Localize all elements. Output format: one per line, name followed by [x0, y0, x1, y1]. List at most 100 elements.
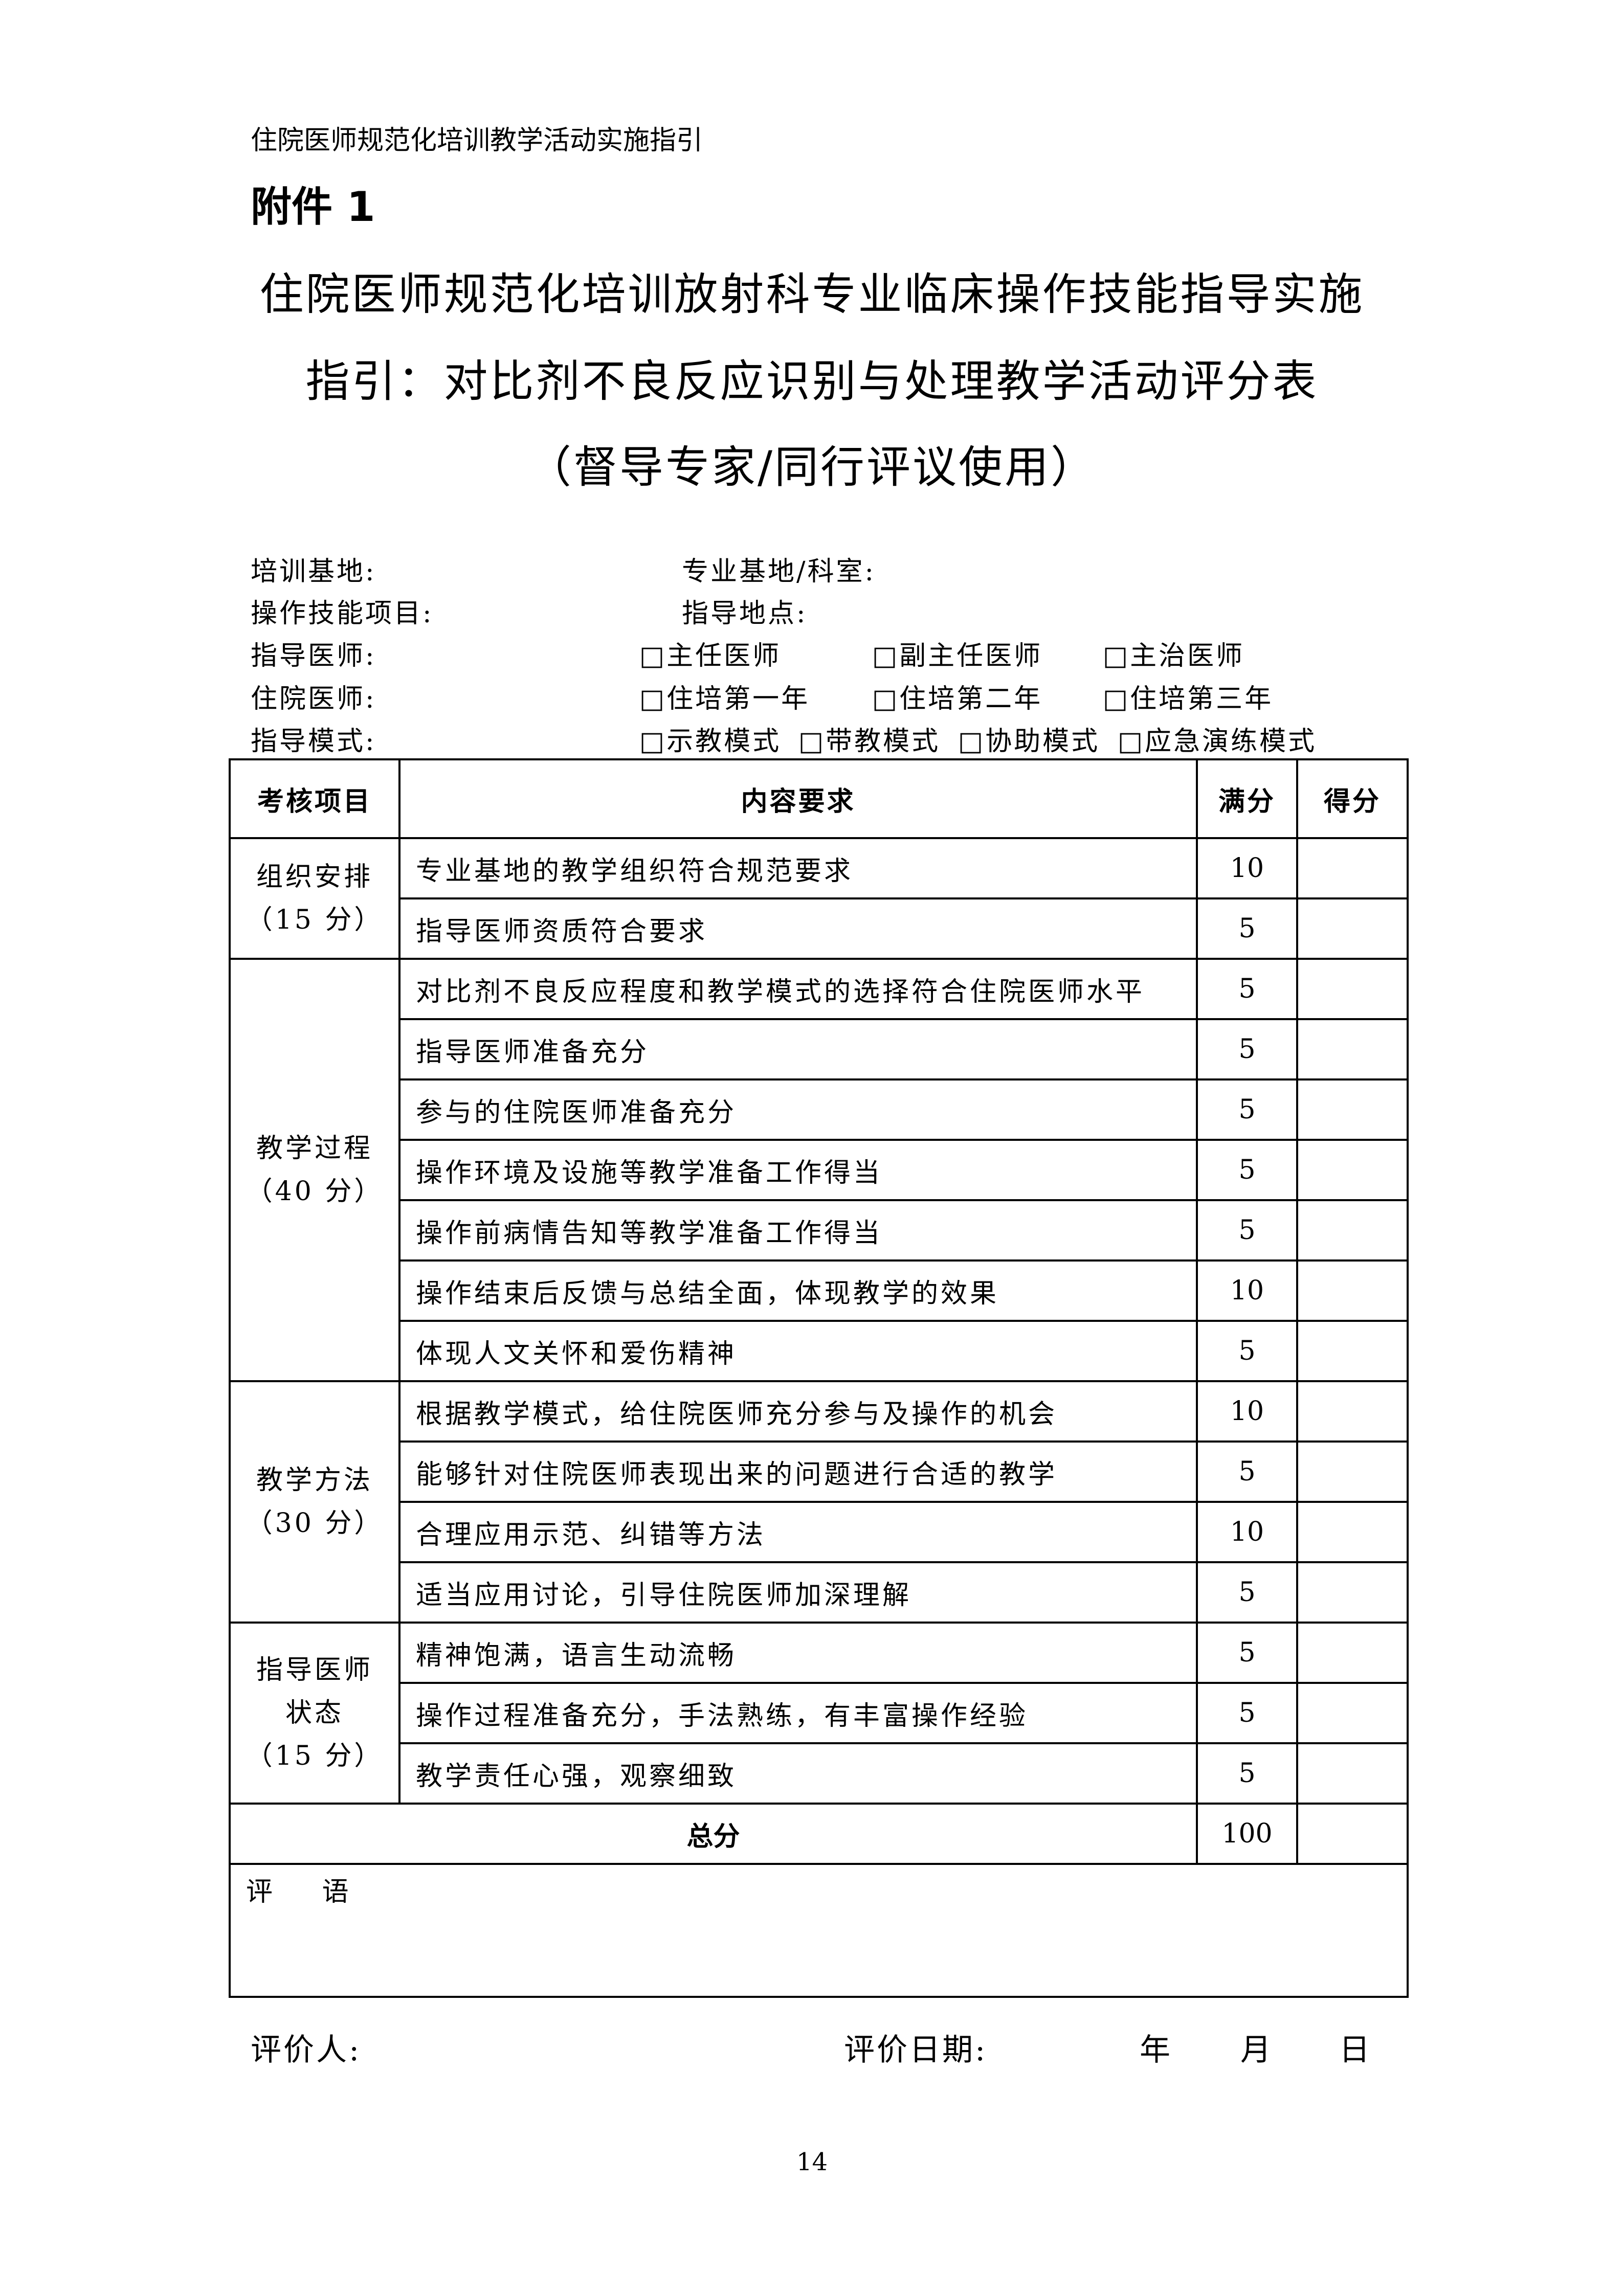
score-input-cell[interactable]: [1296, 1440, 1409, 1503]
checkbox-demo[interactable]: □示教模式: [639, 726, 782, 757]
month-label: 月: [1240, 2032, 1273, 2068]
requirement-cell: 操作过程准备充分，手法熟练，有丰富操作经验: [398, 1682, 1198, 1744]
table-row: 教学责任心强，观察细致 5: [230, 1742, 1409, 1805]
comment-field[interactable]: 评 语: [229, 1863, 1409, 1998]
requirement-cell: 对比剂不良反应程度和教学模式的选择符合住院医师水平: [398, 958, 1198, 1020]
checkbox-year1[interactable]: □住培第一年: [639, 684, 810, 714]
requirement-cell: 教学责任心强，观察细致: [398, 1742, 1198, 1805]
score-table: 考核项目 内容要求 满分 得分 组织安排 （15 分） 专业基地的教学组织符合规范要…: [229, 758, 1409, 1998]
score-input-cell[interactable]: [1296, 1259, 1409, 1322]
category-name: 教学过程: [256, 1133, 373, 1164]
table-row: 操作过程准备充分，手法熟练，有丰富操作经验 5: [230, 1682, 1409, 1744]
score-input-cell[interactable]: [1296, 1018, 1409, 1081]
score-input-cell[interactable]: [1296, 1561, 1409, 1624]
running-header: 住院医师规范化培训教学活动实施指引: [251, 125, 703, 156]
table-row: 指导医师资质符合要求 5: [230, 897, 1409, 960]
full-score-cell: 5: [1196, 1199, 1298, 1262]
category-cell: 教学过程 （40 分）: [229, 958, 401, 1382]
full-score-cell: 5: [1196, 1561, 1298, 1624]
mode-label: 指导模式:: [251, 726, 376, 757]
skill-label: 操作技能项目:: [251, 598, 434, 629]
category-cell: 指导医师 状态 （15 分）: [229, 1622, 401, 1805]
table-row: 能够针对住院医师表现出来的问题进行合适的教学 5: [230, 1440, 1409, 1503]
full-score-cell: 5: [1196, 1018, 1298, 1081]
full-score-cell: 5: [1196, 1742, 1298, 1805]
score-input-cell[interactable]: [1296, 1742, 1409, 1805]
category-points: （40 分）: [246, 1176, 384, 1207]
full-score-cell: 5: [1196, 958, 1298, 1020]
requirement-cell: 适当应用讨论，引导住院医师加深理解: [398, 1561, 1198, 1624]
score-input-cell[interactable]: [1296, 1622, 1409, 1684]
table-row: 合理应用示范、纠错等方法 10: [230, 1501, 1409, 1563]
day-label: 日: [1339, 2032, 1372, 2068]
category-cell: 教学方法 （30 分）: [229, 1380, 401, 1624]
requirement-cell: 合理应用示范、纠错等方法: [398, 1501, 1198, 1563]
full-score-cell: 5: [1196, 897, 1298, 960]
resident-label: 住院医师:: [251, 684, 376, 714]
checkbox-chief[interactable]: □主任医师: [639, 641, 782, 671]
score-input-cell[interactable]: [1296, 1380, 1409, 1443]
requirement-cell: 体现人文关怀和爱伤精神: [398, 1320, 1198, 1382]
table-row: 指导医师 状态 （15 分） 精神饱满，语言生动流畅 5: [229, 1622, 1409, 1805]
table-row: 教学过程 （40 分） 对比剂不良反应程度和教学模式的选择符合住院医师水平 5: [229, 958, 1409, 1382]
place-label: 指导地点:: [682, 598, 808, 629]
full-score-cell: 5: [1196, 1078, 1298, 1141]
header-score: 得分: [1296, 758, 1409, 839]
date-label: 评价日期:: [844, 2032, 988, 2068]
title-line-1: 住院医师规范化培训放射科专业临床操作技能指导实施: [259, 269, 1365, 320]
page-number: 14: [796, 2148, 828, 2176]
comment-row: 评 语: [229, 1863, 1409, 1998]
requirement-cell: 指导医师资质符合要求: [398, 897, 1198, 960]
table-row: 适当应用讨论，引导住院医师加深理解 5: [230, 1561, 1409, 1624]
full-score-cell: 10: [1196, 1380, 1298, 1443]
total-full-score: 100: [1196, 1803, 1298, 1865]
checkbox-year3[interactable]: □住培第三年: [1103, 684, 1274, 714]
table-row: 参与的住院医师准备充分 5: [230, 1078, 1409, 1141]
checkbox-associate[interactable]: □副主任医师: [872, 641, 1043, 671]
score-input-cell[interactable]: [1296, 1078, 1409, 1141]
table-row: 教学方法 （30 分） 根据教学模式，给住院医师充分参与及操作的机会 10: [229, 1380, 1409, 1624]
total-score-input[interactable]: [1296, 1803, 1409, 1865]
score-input-cell[interactable]: [1296, 1199, 1409, 1262]
category-name: 教学方法: [256, 1465, 373, 1496]
score-input-cell[interactable]: [1296, 1320, 1409, 1382]
requirement-cell: 指导医师准备充分: [398, 1018, 1198, 1081]
header-content: 内容要求: [398, 758, 1198, 839]
base-label: 培训基地:: [251, 556, 376, 587]
table-row: 操作结束后反馈与总结全面，体现教学的效果 10: [230, 1259, 1409, 1322]
score-input-cell[interactable]: [1296, 837, 1409, 899]
full-score-cell: 5: [1196, 1320, 1298, 1382]
checkbox-year2[interactable]: □住培第二年: [872, 684, 1043, 714]
title-line-2: 指引：对比剂不良反应识别与处理教学活动评分表: [305, 356, 1319, 407]
header-item: 考核项目: [229, 758, 401, 839]
header-full-score: 满分: [1196, 758, 1298, 839]
table-header-row: 考核项目 内容要求 满分 得分: [229, 758, 1409, 839]
year-label: 年: [1140, 2032, 1172, 2068]
full-score-cell: 10: [1196, 1501, 1298, 1563]
full-score-cell: 5: [1196, 1440, 1298, 1503]
category-name-2: 状态: [285, 1698, 344, 1728]
table-row: 指导医师准备充分 5: [230, 1018, 1409, 1081]
table-row: 操作环境及设施等教学准备工作得当 5: [230, 1139, 1409, 1201]
full-score-cell: 5: [1196, 1622, 1298, 1684]
full-score-cell: 10: [1196, 837, 1298, 899]
full-score-cell: 5: [1196, 1682, 1298, 1744]
score-input-cell[interactable]: [1296, 1139, 1409, 1201]
score-input-cell[interactable]: [1296, 1682, 1409, 1744]
score-input-cell[interactable]: [1296, 958, 1409, 1020]
table-row: 体现人文关怀和爱伤精神 5: [230, 1320, 1409, 1382]
requirement-cell: 精神饱满，语言生动流畅: [398, 1622, 1198, 1684]
requirement-cell: 参与的住院医师准备充分: [398, 1078, 1198, 1141]
table-row: 组织安排 （15 分） 专业基地的教学组织符合规范要求 10: [229, 837, 1409, 960]
score-input-cell[interactable]: [1296, 897, 1409, 960]
score-input-cell[interactable]: [1296, 1501, 1409, 1563]
evaluator-label: 评价人:: [251, 2032, 362, 2068]
teacher-label: 指导医师:: [251, 641, 376, 671]
checkbox-teach[interactable]: □带教模式: [798, 726, 941, 757]
full-score-cell: 5: [1196, 1139, 1298, 1201]
requirement-cell: 操作前病情告知等教学准备工作得当: [398, 1199, 1198, 1262]
checkbox-assist[interactable]: □协助模式: [958, 726, 1100, 757]
checkbox-drill[interactable]: □应急演练模式: [1118, 726, 1317, 757]
checkbox-attending[interactable]: □主治医师: [1103, 641, 1245, 671]
total-row: 总分 100: [229, 1803, 1409, 1865]
